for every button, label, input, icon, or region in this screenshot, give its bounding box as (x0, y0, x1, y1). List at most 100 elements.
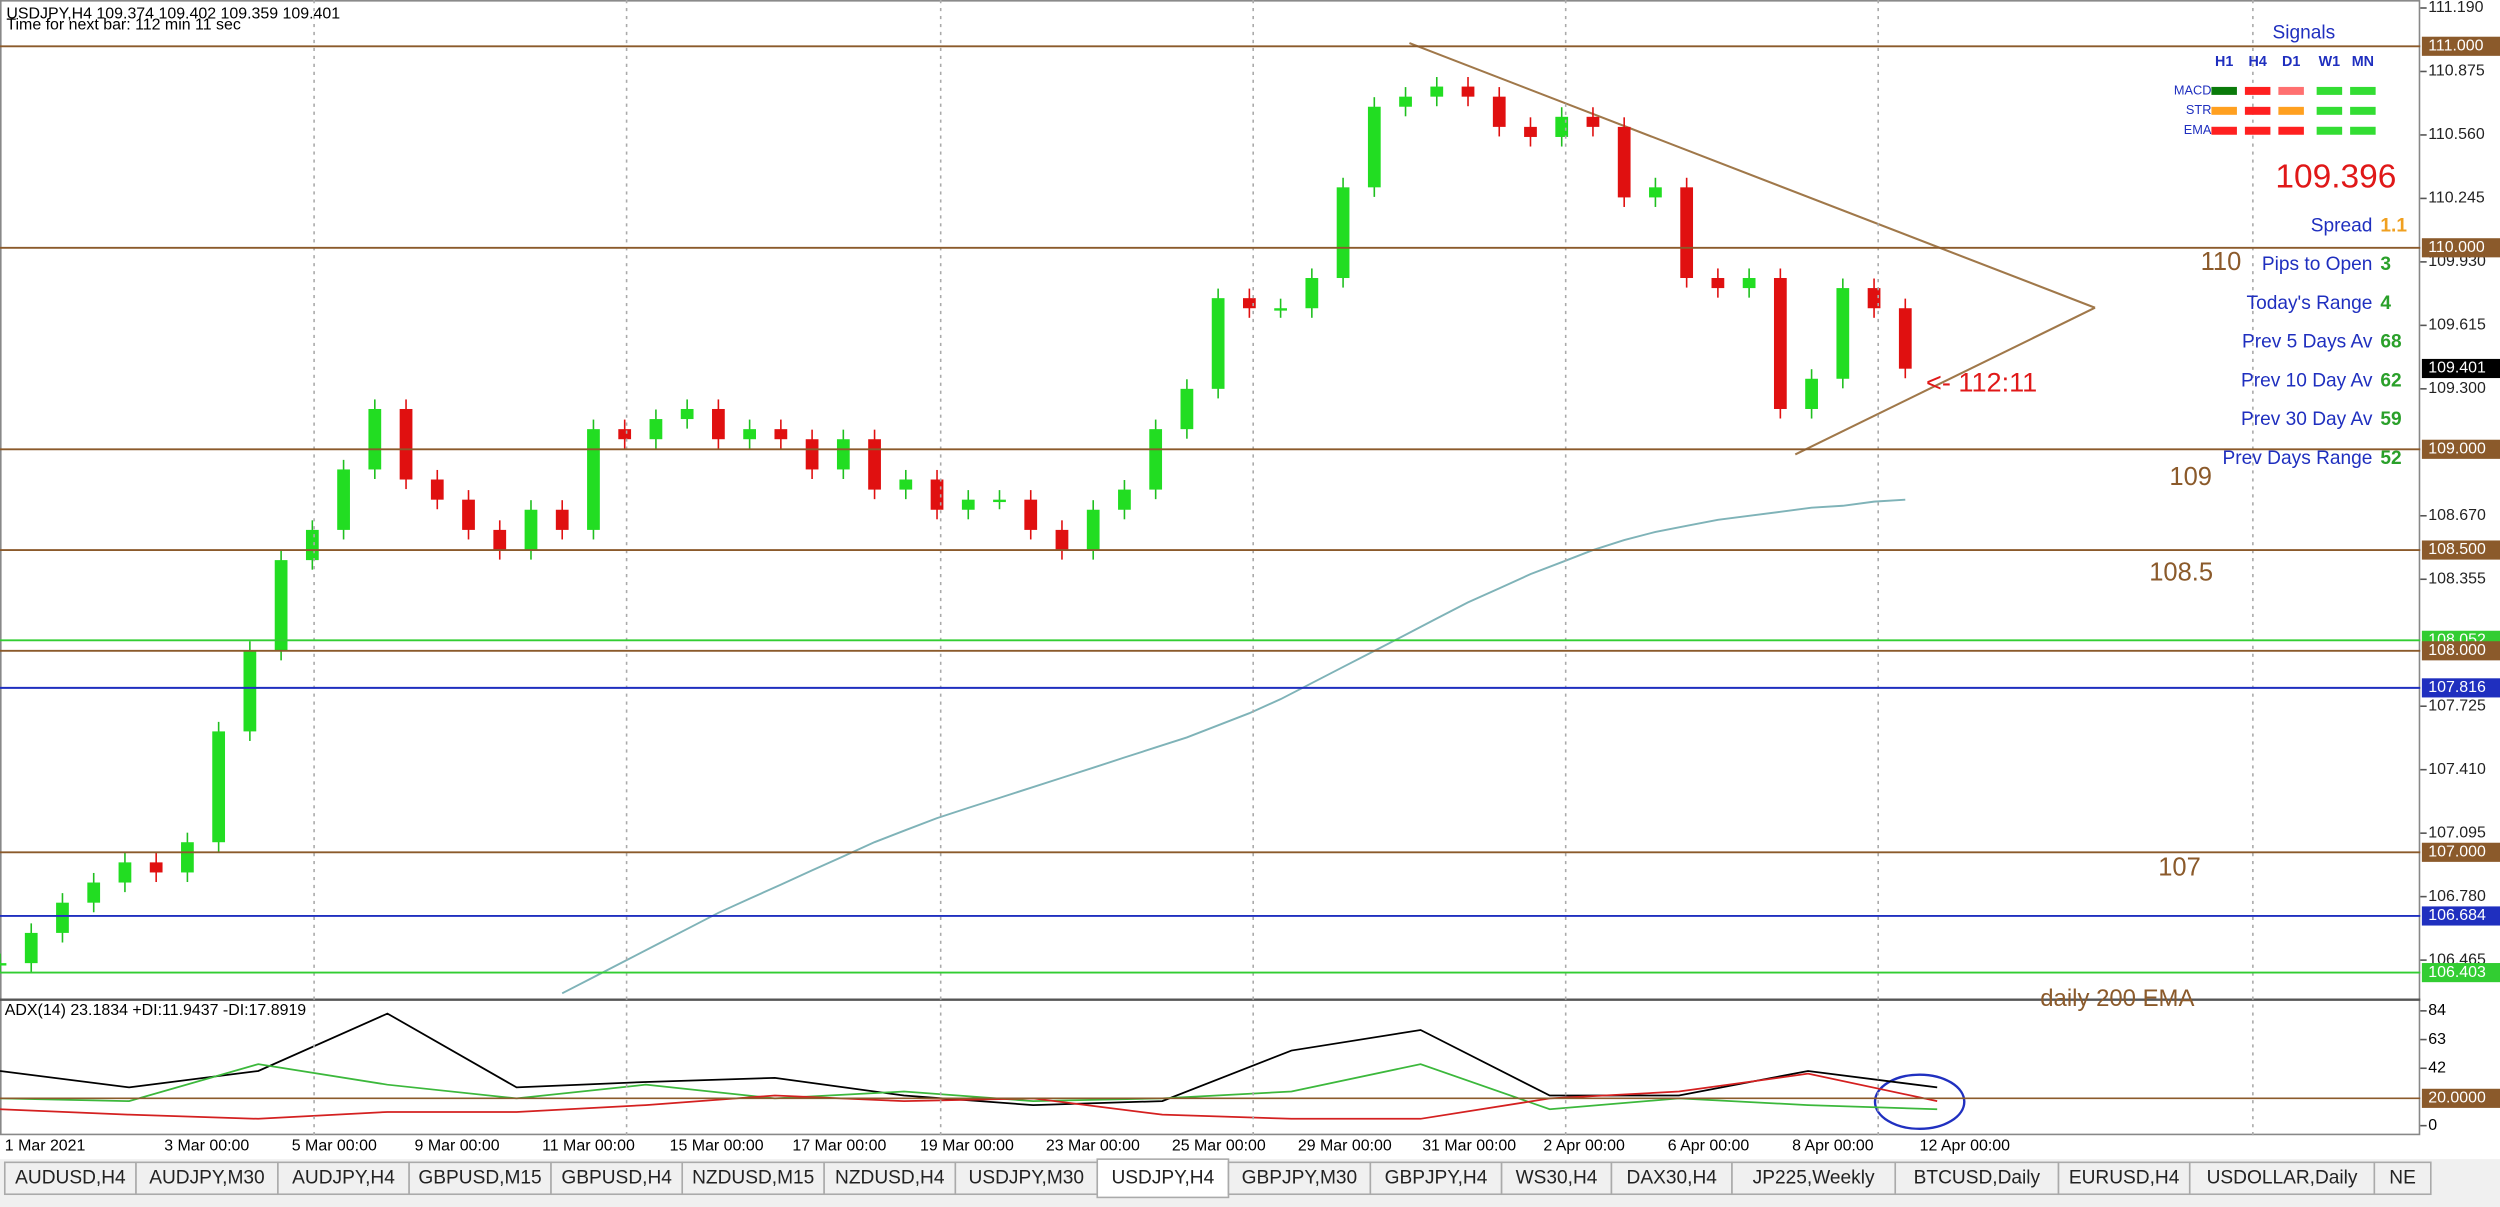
date-label: 9 Mar 00:00 (415, 1138, 500, 1155)
signal-cell (2211, 126, 2237, 135)
level-tag (2421, 540, 2500, 560)
tab[interactable] (1894, 1161, 2060, 1196)
adx-tick-label: 42 (2428, 1059, 2446, 1076)
stat-value: 52 (2380, 448, 2401, 469)
tab-label[interactable]: WS30,H4 (1516, 1167, 1598, 1188)
date-label: 15 Mar 00:00 (670, 1138, 764, 1155)
level-tag-label: 107.000 (2428, 844, 2486, 861)
tab[interactable] (681, 1161, 825, 1196)
candle-body (1367, 106, 1381, 188)
signal-cell (2278, 126, 2304, 135)
tab-label[interactable]: USDOLLAR,Daily (2207, 1167, 2358, 1188)
candle-body (493, 529, 507, 551)
candle-body (24, 932, 38, 964)
stat-value: 59 (2380, 409, 2401, 430)
stat-value: 62 (2380, 370, 2401, 391)
stat-value: 1.1 (2380, 215, 2407, 236)
candle-body (1711, 278, 1725, 289)
tab[interactable] (1731, 1161, 1897, 1196)
level-tag (2421, 842, 2500, 862)
tab-label[interactable]: USDJPY,H4 (1111, 1167, 1214, 1188)
adx-level-label: 20.0000 (2428, 1090, 2486, 1107)
level-note: 108.5 (2149, 559, 2213, 587)
candle-body (805, 439, 819, 470)
signal-cell (2316, 106, 2343, 115)
candle-body (1524, 126, 1537, 137)
candle-body (899, 479, 913, 490)
adx-tick-label: 63 (2428, 1031, 2446, 1048)
candle-body (1399, 96, 1412, 107)
highlight-circle (1873, 1073, 1966, 1131)
candle-body (1649, 187, 1662, 198)
price-big: 109.396 (2275, 158, 2396, 195)
bid-tag-label: 109.401 (2428, 360, 2486, 377)
stat-value: 3 (2380, 254, 2391, 275)
candle-body (1055, 529, 1069, 551)
signal-column: W1 (2319, 54, 2341, 70)
candle-body (618, 429, 632, 440)
adx-title: ADX(14) 23.1834 +DI:11.9437 -DI:17.8919 (5, 1002, 307, 1019)
tab-label[interactable]: DAX30,H4 (1627, 1167, 1718, 1188)
price-tick-label: 110.245 (2428, 190, 2485, 207)
signal-column: H1 (2215, 54, 2233, 70)
tab-label[interactable]: GBPUSD,M15 (418, 1167, 541, 1188)
signal-cell (2316, 86, 2343, 95)
tab-label[interactable]: GBPJPY,M30 (1242, 1167, 1358, 1188)
stat-label: Today's Range (2247, 293, 2373, 314)
tab-label[interactable]: NZDUSD,M15 (692, 1167, 814, 1188)
tab-label[interactable]: USDJPY,M30 (969, 1167, 1085, 1188)
tab[interactable] (2373, 1161, 2432, 1196)
candle-body (368, 408, 382, 470)
level-note: daily 200 EMA (2040, 985, 2194, 1012)
stat-label: Prev Days Range (2223, 448, 2373, 469)
level-tag-label: 111.000 (2428, 37, 2483, 54)
candle-body (0, 963, 7, 966)
level-tag-label: 106.403 (2428, 964, 2486, 981)
tab-label[interactable]: AUDUSD,H4 (15, 1167, 126, 1188)
tab[interactable] (550, 1161, 684, 1196)
tab-label[interactable]: AUDJPY,H4 (292, 1167, 395, 1188)
candle-body (1430, 86, 1444, 97)
signal-column: D1 (2282, 54, 2300, 70)
level-tag (2421, 36, 2500, 56)
candle-body (1461, 86, 1475, 97)
candle-body (524, 509, 538, 551)
tab-label[interactable]: GBPUSD,H4 (561, 1167, 672, 1188)
candle-body (1742, 278, 1756, 289)
level-note: 107 (2158, 854, 2201, 882)
stat-label: Pips to Open (2262, 254, 2373, 275)
date-label: 6 Apr 00:00 (1668, 1138, 1750, 1155)
tab-label[interactable]: BTCUSD,Daily (1914, 1167, 2041, 1188)
signal-cell (2350, 126, 2376, 135)
price-tick-label: 109.300 (2428, 380, 2486, 397)
tab-label[interactable]: NE (2389, 1167, 2416, 1188)
tab[interactable] (2057, 1161, 2191, 1196)
price-tick-label: 111.190 (2428, 0, 2483, 16)
candle-body (555, 509, 569, 530)
tab-label[interactable]: EURUSD,H4 (2069, 1167, 2180, 1188)
tab[interactable] (954, 1161, 1099, 1196)
candle-body (836, 439, 850, 470)
tab-label[interactable]: NZDUSD,H4 (835, 1167, 945, 1188)
candle-body (181, 842, 194, 873)
tab[interactable] (1369, 1161, 1503, 1196)
level-tag-label: 107.816 (2428, 679, 2486, 696)
tab[interactable] (277, 1161, 410, 1196)
tab-label[interactable]: GBPJPY,H4 (1385, 1167, 1488, 1188)
trendline (1409, 42, 2096, 309)
price-tick-label: 110.560 (2428, 126, 2485, 143)
candle-body (930, 479, 944, 510)
level-tag-label: 110.000 (2428, 239, 2485, 256)
level-tag (2421, 906, 2500, 926)
date-label: 1 Mar 2021 (5, 1138, 86, 1155)
tab-label[interactable]: AUDJPY,M30 (149, 1167, 265, 1188)
tab[interactable] (135, 1161, 279, 1196)
stat-value: 4 (2380, 293, 2391, 314)
date-label: 31 Mar 00:00 (1422, 1138, 1516, 1155)
candle-body (1180, 388, 1194, 430)
signal-cell (2350, 106, 2376, 115)
tab[interactable] (823, 1161, 957, 1196)
tab-label[interactable]: JP225,Weekly (1753, 1167, 1875, 1188)
